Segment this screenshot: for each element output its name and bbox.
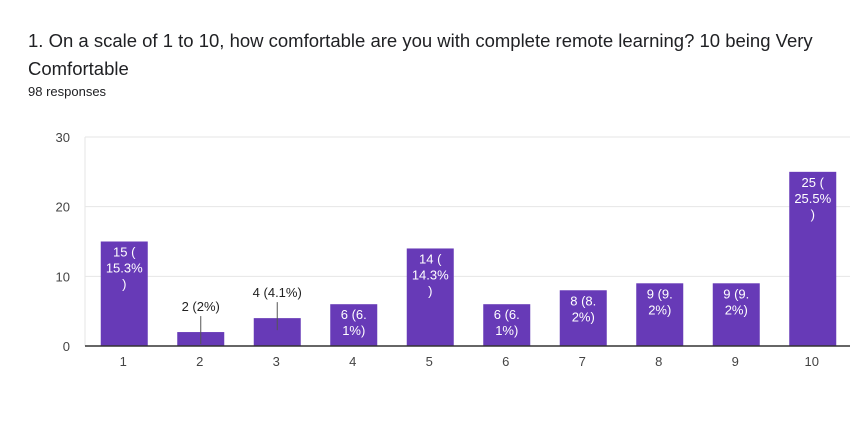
data-label-5-line-1: 14 ( — [419, 251, 442, 266]
question-title-line-2: Comfortable — [28, 58, 129, 79]
data-label-1-line-1: 15 ( — [113, 245, 136, 260]
data-label-6-line-1: 6 (6. — [494, 307, 520, 322]
data-label-6-line-2: 1%) — [495, 323, 518, 338]
bar-10 — [789, 171, 837, 346]
x-tick-label-8: 8 — [655, 354, 662, 369]
data-label-4-line-2: 1%) — [342, 323, 365, 338]
data-label-10-line-2: 25.5% — [794, 191, 831, 206]
x-tick-label-7: 7 — [579, 354, 586, 369]
x-tick-label-3: 3 — [273, 354, 280, 369]
data-label-9-line-2: 2%) — [725, 302, 748, 317]
bar-6 — [483, 304, 531, 346]
x-tick-label-1: 1 — [120, 354, 127, 369]
data-label-1-line-3: ) — [122, 277, 126, 292]
question-title-line-1: 1. On a scale of 1 to 10, how comfortabl… — [28, 30, 813, 51]
data-label-7-line-2: 2%) — [572, 309, 595, 324]
y-tick-label-30: 30 — [56, 130, 70, 145]
data-label-5-line-3: ) — [428, 283, 432, 298]
data-label-7-line-1: 8 (8. — [570, 293, 596, 308]
x-tick-label-2: 2 — [196, 354, 203, 369]
y-tick-label-20: 20 — [56, 200, 70, 215]
data-label-4-line-1: 6 (6. — [341, 307, 367, 322]
data-label-10-line-3: ) — [811, 207, 815, 222]
data-label-9-line-1: 9 (9. — [723, 286, 749, 301]
data-label-3: 4 (4.1%) — [253, 285, 302, 300]
bar-7 — [559, 290, 607, 346]
x-tick-label-10: 10 — [805, 354, 819, 369]
data-label-8-line-1: 9 (9. — [647, 286, 673, 301]
y-tick-label-0: 0 — [63, 339, 70, 354]
data-label-5-line-2: 14.3% — [412, 267, 449, 282]
bar-1 — [100, 241, 148, 346]
data-label-8-line-2: 2%) — [648, 302, 671, 317]
x-tick-label-5: 5 — [426, 354, 433, 369]
x-tick-label-6: 6 — [502, 354, 509, 369]
response-count: 98 responses — [28, 84, 107, 99]
bar-9 — [712, 283, 760, 346]
bar-5 — [406, 248, 454, 346]
bar-8 — [636, 283, 684, 346]
bar-4 — [330, 304, 378, 346]
x-tick-label-9: 9 — [732, 354, 739, 369]
question-title: 1. On a scale of 1 to 10, how comfortabl… — [28, 27, 828, 83]
data-label-10-line-1: 25 ( — [802, 175, 825, 190]
y-tick-label-10: 10 — [56, 269, 70, 284]
x-tick-label-4: 4 — [349, 354, 356, 369]
data-label-2: 2 (2%) — [182, 299, 220, 314]
data-label-1-line-2: 15.3% — [106, 261, 143, 276]
